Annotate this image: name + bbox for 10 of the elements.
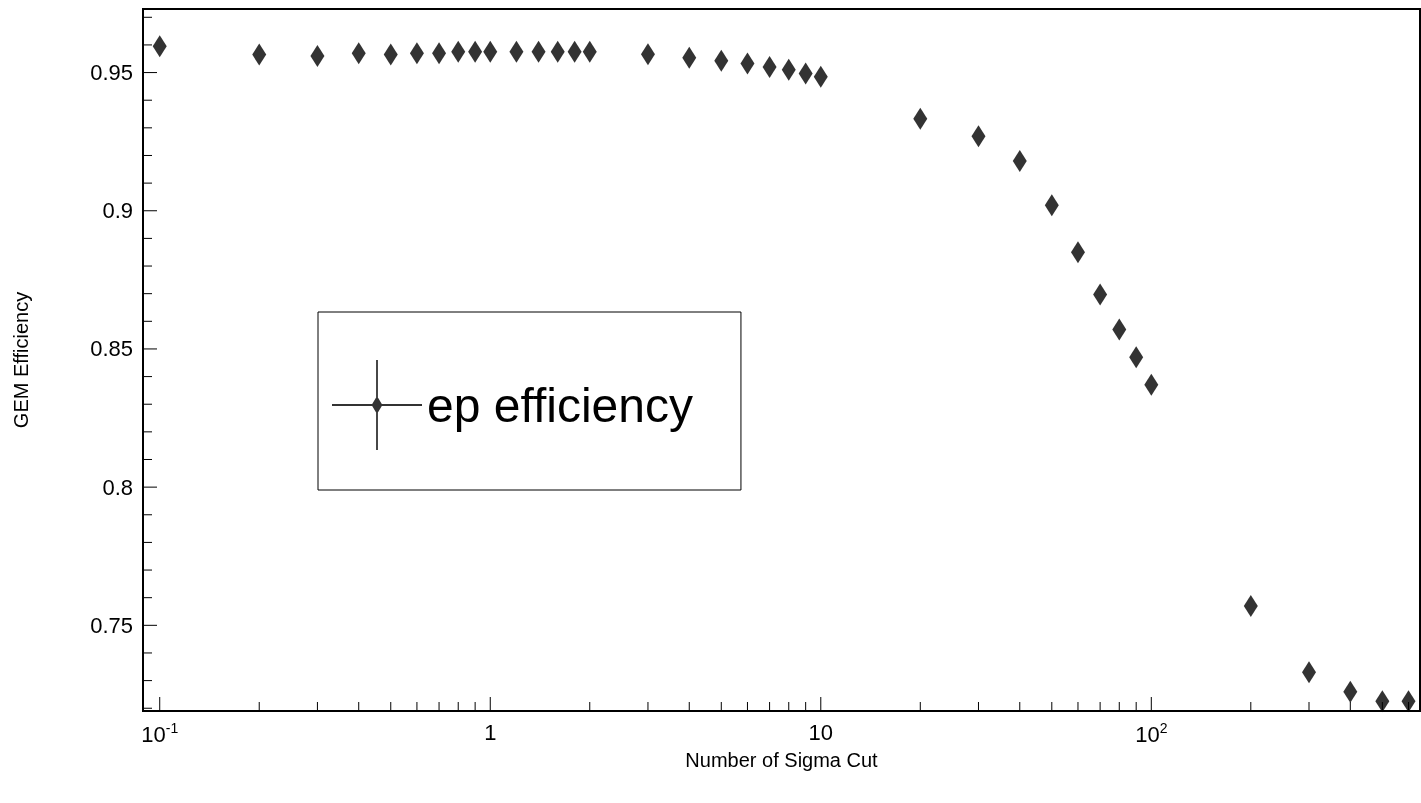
y-tick-label: 0.9 <box>102 198 133 224</box>
y-tick-label: 0.8 <box>102 474 133 500</box>
y-tick-label: 0.75 <box>90 612 133 638</box>
x-axis-title: Number of Sigma Cut <box>685 748 879 771</box>
y-axis-title: GEM Efficiency <box>10 291 32 429</box>
y-tick-label: 0.95 <box>90 60 133 86</box>
y-tick-label: 0.85 <box>90 336 133 362</box>
x-tick-label: 1 <box>484 719 497 745</box>
x-tick-label: 10 <box>808 719 834 745</box>
legend-label: ep efficiency <box>427 378 693 432</box>
